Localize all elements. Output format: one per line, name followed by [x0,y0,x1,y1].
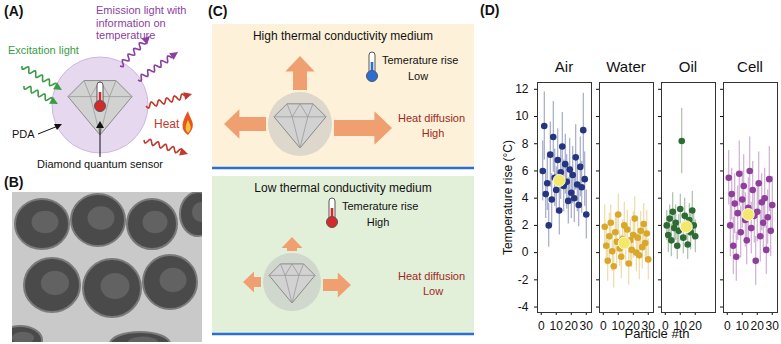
svg-text:Heat diffusion: Heat diffusion [398,270,465,282]
svg-text:Heat: Heat [154,117,180,131]
svg-text:0: 0 [724,319,731,333]
svg-text:(B): (B) [4,174,23,190]
svg-text:0: 0 [538,319,545,333]
html-text:Water: Water [606,58,646,75]
svg-text:-4: -4 [518,300,529,314]
html-text:Cell: Cell [737,58,763,75]
svg-text:30: 30 [580,319,594,333]
svg-text:Temerature rise: Temerature rise [382,54,458,66]
html-text:Oil: Oil [678,58,698,75]
html-text:Emission light with informatio: Emission light with information on tempe… [96,4,187,42]
svg-text:0: 0 [522,245,529,259]
svg-text:Low thermal conductivity mediu: Low thermal conductivity medium [254,181,431,195]
svg-text:8: 8 [522,137,529,151]
svg-text:10: 10 [612,319,626,333]
svg-text:High thermal conductivity medi: High thermal conductivity medium [253,29,433,43]
svg-text:Heat diffusion: Heat diffusion [398,112,465,124]
svg-text:High: High [422,127,445,139]
svg-text:20: 20 [565,319,579,333]
svg-text:Diamond quantum sensor: Diamond quantum sensor [37,158,163,170]
svg-text:20: 20 [751,319,765,333]
svg-text:30: 30 [766,319,780,333]
svg-text:Low: Low [423,285,443,297]
svg-text:2: 2 [522,218,529,232]
html-text:20 30: 20 30 [626,319,655,333]
svg-text:Excitation light: Excitation light [8,44,79,56]
svg-text:6: 6 [522,164,529,178]
svg-text:Temerature rise: Temerature rise [342,200,418,212]
html-text:Particle #th: Particle #th [624,326,690,341]
svg-text:PDA: PDA [12,128,35,140]
svg-text:4: 4 [522,191,529,205]
html-text:Air: Air [554,58,574,75]
svg-text:10: 10 [515,109,529,123]
svg-text:-2: -2 [518,273,529,287]
svg-text:0: 0 [600,319,607,333]
svg-text:10: 10 [736,319,750,333]
html-text:(D): (D) [480,2,500,18]
svg-text:20: 20 [689,319,703,333]
svg-text:(C): (C) [208,3,227,19]
html-text:0 10: 0 10 [661,319,687,333]
svg-text:Low: Low [408,70,428,82]
svg-text:10: 10 [550,319,564,333]
svg-text:(A): (A) [4,3,23,19]
svg-text:12: 12 [515,82,529,96]
svg-text:High: High [367,216,390,228]
svg-text:Temperature rise (°C): Temperature rise (°C) [501,140,515,255]
